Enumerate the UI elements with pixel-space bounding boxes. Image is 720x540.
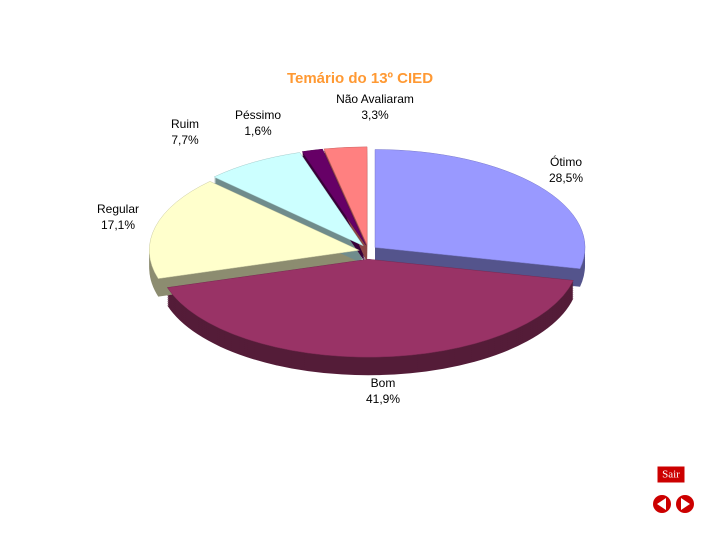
next-arrow[interactable] (681, 498, 690, 510)
slice-value-label: 28,5% (549, 171, 583, 185)
slice (374, 149, 586, 269)
prev-button[interactable] (653, 495, 671, 513)
labels: Ótimo 28,5% Bom 41,9% Regular 17,1% Ruim 7,7% Pé… (97, 92, 583, 406)
prev-arrow[interactable] (657, 498, 666, 510)
slice-label: Ótimo (550, 154, 582, 169)
slice-value-label: 17,1% (101, 218, 135, 232)
slice-label: Bom (371, 376, 396, 390)
chart-title: Temário do 13º CIED (287, 70, 433, 87)
slice (323, 146, 368, 245)
slice-value-label: 7,7% (171, 133, 199, 147)
exit-button-bg[interactable] (656, 465, 686, 484)
slice-side (302, 153, 366, 250)
slice-label: Não Avaliaram (336, 92, 414, 106)
slice (213, 152, 365, 247)
slice (301, 148, 366, 246)
slice-label: Regular (97, 202, 139, 216)
pie (149, 146, 586, 376)
slice-value-label: 3,3% (361, 108, 389, 122)
slice-value-label: 41,9% (366, 392, 400, 406)
slice-label: Ruim (171, 117, 199, 131)
slice-label: Péssimo (235, 108, 281, 122)
exit-button[interactable]: Sair (656, 465, 686, 484)
slice-value-label: 1,6% (244, 124, 272, 138)
slice (166, 258, 574, 358)
slice (149, 181, 361, 279)
next-button[interactable] (676, 495, 694, 513)
exit-label[interactable]: Sair (662, 469, 680, 481)
